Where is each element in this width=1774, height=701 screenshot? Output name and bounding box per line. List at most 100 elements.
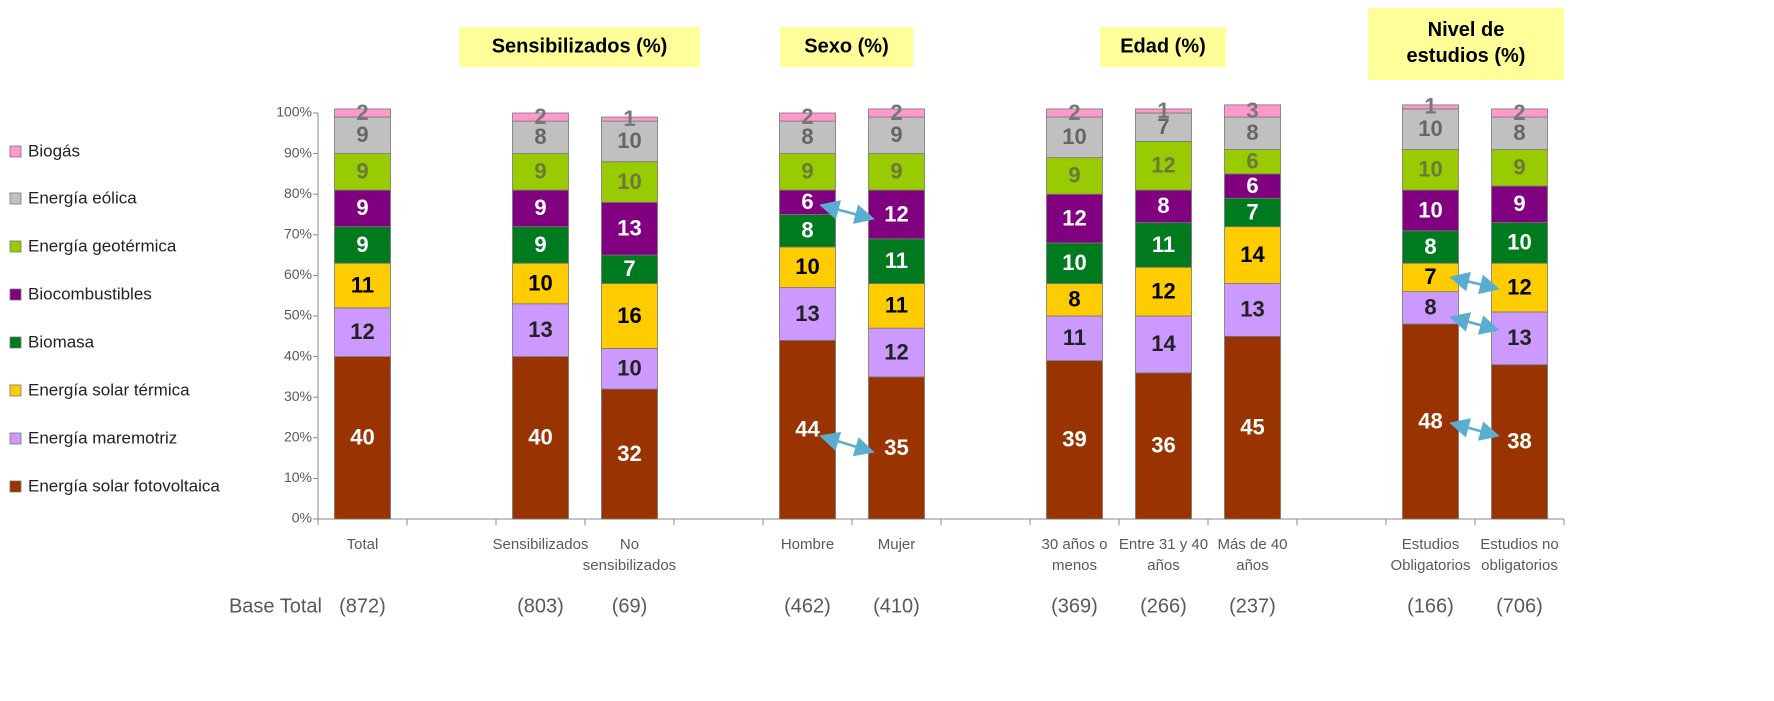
data-label: 14 xyxy=(1240,242,1265,267)
data-label: 10 xyxy=(1418,157,1442,182)
bar-segment xyxy=(1224,226,1281,284)
data-label: 7 xyxy=(1157,114,1169,139)
data-label: 36 xyxy=(1151,433,1175,458)
data-label: 40 xyxy=(350,425,374,450)
bar-segment xyxy=(868,153,925,191)
data-label: 7 xyxy=(623,256,635,281)
base-value: (166) xyxy=(1407,595,1454,617)
bar-segment xyxy=(1046,283,1103,317)
bar-segment xyxy=(1491,108,1548,118)
data-label: 10 xyxy=(1418,197,1442,222)
data-label: 12 xyxy=(884,201,908,226)
bar-segment xyxy=(1491,364,1548,520)
x-tick-label: No sensibilizados xyxy=(583,536,676,574)
data-label: 2 xyxy=(890,100,902,125)
data-label: 12 xyxy=(350,319,374,344)
bar-segment xyxy=(1046,315,1103,362)
legend-swatch xyxy=(9,192,22,205)
data-label: 2 xyxy=(1068,100,1080,125)
bar-segment xyxy=(334,262,391,309)
x-tick-label: Hombre xyxy=(781,536,834,553)
bar-segment xyxy=(512,153,569,191)
bar-segment xyxy=(1402,291,1459,325)
x-tick-label: Estudios Obligatorios xyxy=(1390,536,1470,574)
data-label: 11 xyxy=(1152,232,1175,257)
bar-segment xyxy=(1402,189,1459,232)
data-label: 35 xyxy=(884,435,908,460)
arrow xyxy=(1449,418,1500,441)
data-label: 6 xyxy=(801,189,813,214)
bar-segment xyxy=(1224,197,1281,228)
y-tick-label: 50% xyxy=(284,307,312,323)
data-label: 10 xyxy=(617,356,641,381)
bar-segment xyxy=(1135,222,1192,268)
bar-segment xyxy=(1135,189,1192,224)
arrow xyxy=(819,200,875,224)
y-tick-label: 0% xyxy=(292,510,312,526)
bar-segment xyxy=(1046,116,1103,159)
x-tick-label: Entre 31 y 40 años xyxy=(1119,536,1208,574)
data-label: 10 xyxy=(795,254,819,279)
bar-segment xyxy=(1402,108,1459,150)
x-tick-label: Más de 40 años xyxy=(1217,536,1287,574)
data-label: 8 xyxy=(1424,295,1436,320)
bar-segment xyxy=(779,112,836,122)
bar-segment xyxy=(868,189,925,240)
data-label: 13 xyxy=(1240,297,1264,322)
y-tick-label: 10% xyxy=(284,469,312,485)
data-label: 13 xyxy=(528,317,552,342)
bar-segment xyxy=(601,348,658,390)
data-label: 2 xyxy=(801,104,813,129)
bar-segment xyxy=(779,287,836,341)
data-label: 1 xyxy=(623,106,635,131)
bar-segment xyxy=(1224,283,1281,337)
legend-label: Biogás xyxy=(28,141,80,160)
legend-label: Energía maremotriz xyxy=(28,428,177,447)
data-label: 9 xyxy=(1513,191,1525,216)
data-label: 32 xyxy=(617,441,641,466)
data-label: 9 xyxy=(356,159,368,184)
arrow xyxy=(1449,271,1500,295)
data-label: 8 xyxy=(1513,120,1525,145)
data-label: 11 xyxy=(885,248,908,273)
arrow xyxy=(819,431,875,457)
base-label: Base Total xyxy=(229,595,322,617)
legend-swatch xyxy=(9,145,22,158)
bar-segment xyxy=(334,189,391,228)
base-value: (872) xyxy=(339,595,386,617)
data-label: 1 xyxy=(1424,94,1436,119)
data-label: 45 xyxy=(1240,414,1264,439)
group-header: Edad (%) xyxy=(1120,35,1206,57)
header-box xyxy=(1100,27,1226,67)
bar-segment xyxy=(601,120,658,163)
data-label: 10 xyxy=(1507,230,1531,255)
bar-segment xyxy=(1046,108,1103,118)
y-tick-label: 60% xyxy=(284,266,312,282)
bar-segment xyxy=(334,116,391,154)
base-value: (237) xyxy=(1229,595,1276,617)
data-label: 9 xyxy=(356,232,368,257)
data-label: 44 xyxy=(795,416,820,441)
legend-swatch xyxy=(9,288,22,301)
header-box xyxy=(459,27,700,67)
data-label: 39 xyxy=(1062,427,1086,452)
data-label: 9 xyxy=(890,159,902,184)
x-tick-label: Sensibilizados xyxy=(493,536,589,553)
data-label: 9 xyxy=(801,159,813,184)
data-label: 2 xyxy=(356,100,368,125)
data-label: 16 xyxy=(617,303,641,328)
x-tick-label: Estudios no obligatorios xyxy=(1480,536,1558,574)
group-header: Sensibilizados (%) xyxy=(492,35,668,57)
bar-segment xyxy=(1135,315,1192,374)
data-label: 10 xyxy=(1418,116,1442,141)
data-label: 13 xyxy=(617,216,641,241)
bar-segment xyxy=(601,116,658,122)
data-label: 3 xyxy=(1246,98,1258,123)
group-header: Nivel de estudios (%) xyxy=(1407,19,1526,67)
data-label: 12 xyxy=(884,339,908,364)
bar-segment xyxy=(1135,141,1192,191)
data-label: 12 xyxy=(1507,274,1531,299)
data-label: 11 xyxy=(885,293,908,318)
y-tick-label: 70% xyxy=(284,226,312,242)
legend-label: Energía solar térmica xyxy=(28,380,190,399)
